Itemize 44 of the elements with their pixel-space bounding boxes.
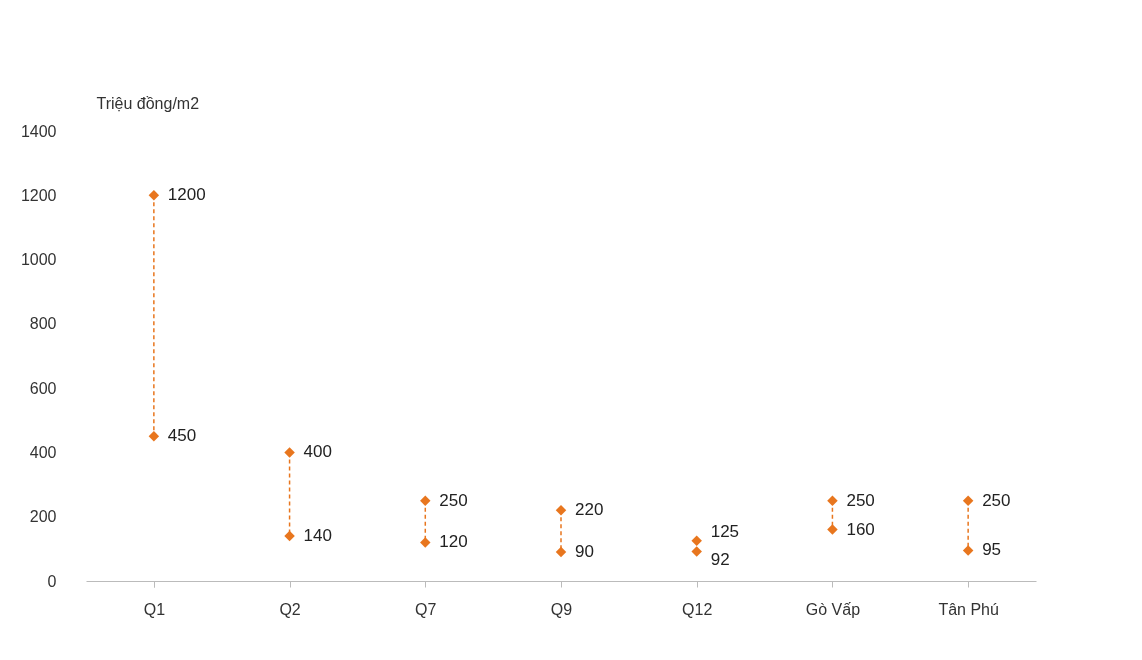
x-tick-label: Q9 xyxy=(550,600,573,618)
point xyxy=(420,537,431,548)
data-label: 125 xyxy=(710,521,740,541)
data-label: 220 xyxy=(575,500,604,520)
data-label: 250 xyxy=(982,490,1011,510)
data-label: 92 xyxy=(710,550,730,570)
point xyxy=(148,431,160,442)
x-tick-label: Q1 xyxy=(143,600,166,618)
data-label: 90 xyxy=(575,542,594,562)
x-tick-label: Q7 xyxy=(415,600,437,618)
point xyxy=(555,505,567,516)
x-tick-label: Q12 xyxy=(682,600,713,618)
y-tick-label: 400 xyxy=(29,443,57,461)
data-label: 450 xyxy=(167,426,197,446)
data-label: 400 xyxy=(303,442,332,462)
point xyxy=(555,546,567,558)
y-tick-label: 200 xyxy=(29,508,57,526)
point xyxy=(962,495,974,506)
y-tick-label: 0 xyxy=(47,572,57,590)
data-label: 1200 xyxy=(167,185,206,205)
point xyxy=(691,535,702,547)
data-label: 160 xyxy=(846,519,875,539)
point xyxy=(420,495,431,506)
x-tick-label: Q2 xyxy=(279,600,301,618)
y-tick-label: 800 xyxy=(29,315,57,333)
data-label: 250 xyxy=(846,490,875,510)
data-label: 95 xyxy=(982,540,1002,560)
data-label: 120 xyxy=(439,532,468,552)
point xyxy=(691,546,702,557)
y-tick-label: 1200 xyxy=(20,186,57,204)
data-label: 250 xyxy=(439,490,468,510)
y-axis-title: Triệu đồng/m2 xyxy=(96,94,200,112)
point xyxy=(284,447,295,458)
y-tick-label: 1400 xyxy=(20,122,57,140)
y-tick-label: 600 xyxy=(29,379,57,397)
point xyxy=(827,495,838,506)
point xyxy=(284,530,295,542)
point xyxy=(962,545,974,556)
point xyxy=(148,190,160,201)
x-tick-label: Tân Phú xyxy=(938,600,999,618)
point xyxy=(827,524,838,535)
y-tick-label: 1000 xyxy=(20,251,57,269)
x-tick-label: Gò Vấp xyxy=(805,600,861,618)
data-label: 140 xyxy=(303,526,332,545)
